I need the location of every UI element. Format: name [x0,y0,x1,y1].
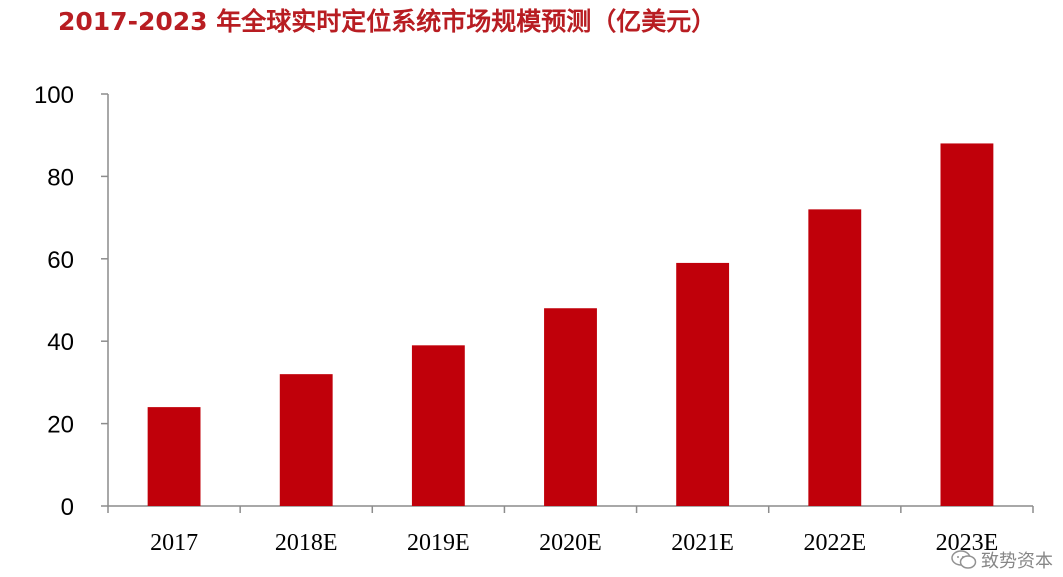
x-tick-label: 2023E [936,530,999,556]
bar-2018E [279,374,333,506]
y-tick-label: 20 [47,412,74,439]
x-tick-label: 2018E [275,530,338,556]
y-tick-label: 80 [47,164,74,191]
x-tick-label: 2022E [803,530,866,556]
bar-2023E [940,143,994,506]
bars [147,143,994,507]
bar-2022E [808,209,862,507]
y-tick-label: 0 [61,494,74,521]
x-tick-label: 2019E [407,530,470,556]
y-tick-label: 60 [47,247,74,274]
wechat-icon [951,550,977,569]
bar-2021E [676,262,730,506]
y-axis: 0 20 40 60 80 100 [34,82,109,521]
y-tick-label: 100 [34,82,74,109]
bar-2020E [544,308,597,506]
chart-title: 2017-2023 年全球实时定位系统市场规模预测（亿美元） [58,7,717,36]
bar-2017 [147,407,201,506]
x-tick-label: 2017 [150,530,198,556]
x-tick-label: 2021E [671,530,734,556]
watermark: 致势资本 [951,547,1053,573]
y-tick-label: 40 [47,329,74,356]
x-tick-label: 2020E [539,530,602,556]
watermark-text: 致势资本 [981,551,1053,572]
x-axis: 2017 2018E 2019E 2020E 2021E 2022E 2023E [107,505,1034,556]
bar-2019E [411,345,465,506]
